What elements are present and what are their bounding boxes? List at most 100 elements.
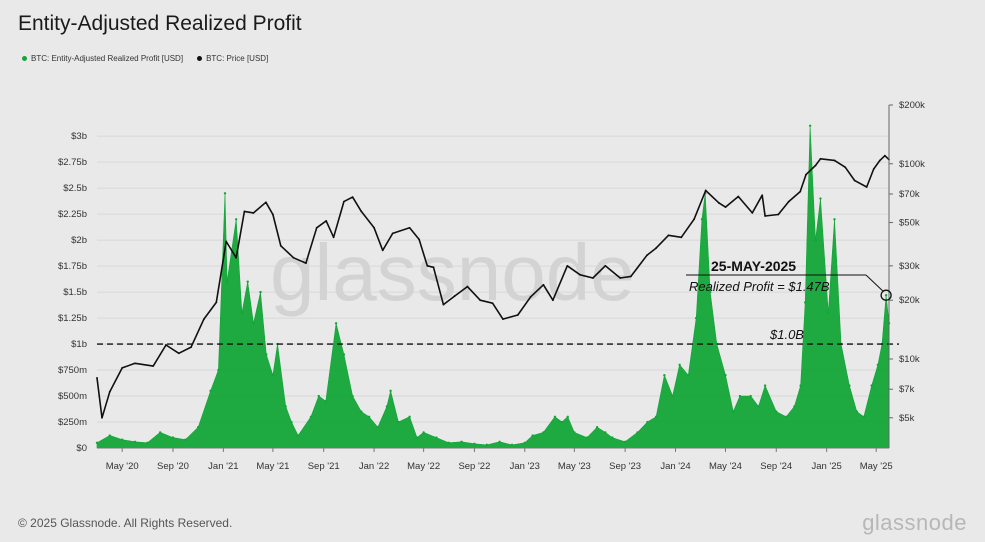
y-left-tick-label: $500m [58,391,87,402]
profit-point [749,394,752,398]
price-point [814,164,817,167]
y-right-tick-label: $20k [899,295,920,306]
price-point [432,266,435,269]
profit-point [876,363,880,367]
profit-point [498,440,501,443]
price-point [879,159,881,162]
price-point [343,200,345,203]
profit-point [223,192,227,195]
price-point [667,234,670,237]
profit-point [360,410,363,413]
profit-point [252,322,255,325]
price-point [272,213,274,216]
y-left-tick-label: $1.75b [58,261,87,272]
x-tick-label: Sep '20 [157,461,189,472]
x-tick-label: May '21 [256,461,289,472]
price-point [604,264,607,267]
price-point [529,295,532,298]
profit-point [209,389,212,393]
profit-point [435,436,438,439]
profit-point [473,442,476,446]
price-point [646,254,648,257]
profit-point [560,420,564,424]
profit-point [700,218,704,221]
profit-point [351,394,354,398]
price-point [381,249,384,252]
legend-marker-profit [22,56,27,61]
y-left-tick-label: $2b [71,235,87,246]
profit-point [389,389,392,393]
price-point [502,318,504,321]
profit-point [775,410,778,413]
price-point [737,195,740,198]
price-point [805,173,807,176]
chart-title: Entity-Adjusted Realized Profit [18,12,302,35]
profit-point [732,410,735,413]
y-right-tick-label: $30k [899,261,920,272]
profit-point [196,426,200,429]
price-point [279,244,282,247]
x-tick-label: Jan '24 [660,461,690,472]
profit-point [803,301,807,304]
profit-point [870,384,873,387]
y-right-tick-label: $5k [899,413,915,424]
price-point [724,206,727,208]
price-point [655,247,658,249]
profit-point [259,290,262,294]
legend-label-profit: BTC: Entity-Adjusted Realized Profit [US… [31,54,184,63]
profit-point [95,441,99,445]
copyright-text: © 2025 Glassnode. All Rights Reserved. [18,516,233,530]
price-point [680,236,683,239]
profit-point [296,434,300,437]
price-point [315,226,318,229]
price-point [764,215,767,217]
price-point [777,213,780,216]
profit-point [485,443,489,447]
price-point [235,256,238,259]
profit-point [367,415,371,419]
legend-item-profit[interactable]: BTC: Entity-Adjusted Realized Profit [US… [22,54,183,63]
brand-logo: glassnode [862,510,967,535]
profit-point [833,218,836,221]
profit-point [240,311,244,315]
price-point [252,212,255,214]
price-point [551,299,554,302]
price-point [844,166,847,169]
y-right-tick-label: $50k [899,218,920,229]
price-line-layer [96,154,890,419]
threshold-layer: $1.0B [97,327,899,345]
profit-point [663,374,666,377]
price-point [883,154,886,157]
price-point [833,159,836,162]
price-point [134,362,136,365]
x-tick-label: May '20 [106,461,139,472]
price-point [693,218,695,221]
price-point [305,262,307,264]
callout-date: 25-MAY-2025 [711,258,796,274]
y-left-tick-label: $250m [58,417,87,428]
price-point [121,367,124,369]
profit-point [678,363,681,367]
x-tick-label: May '25 [860,461,893,472]
profit-point [654,415,658,419]
price-point [325,219,328,222]
profit-point [217,368,220,372]
price-point [566,264,569,267]
y-left-tick-label: $750m [58,365,87,376]
y-right-tick-label: $100k [899,159,925,170]
price-point [373,226,375,229]
price-point [165,344,167,346]
legend-item-price[interactable]: BTC: Price [USD] [197,54,268,63]
profit-point [848,384,851,387]
price-point [408,226,411,229]
profit-point [422,431,425,434]
y-right-tick-label: $10k [899,354,920,365]
price-point [426,264,429,267]
profit-point [573,431,576,434]
price-point [872,168,875,170]
profit-point [862,415,866,419]
profit-point [855,410,858,413]
x-tick-label: Sep '23 [609,461,641,472]
price-point [761,194,764,197]
